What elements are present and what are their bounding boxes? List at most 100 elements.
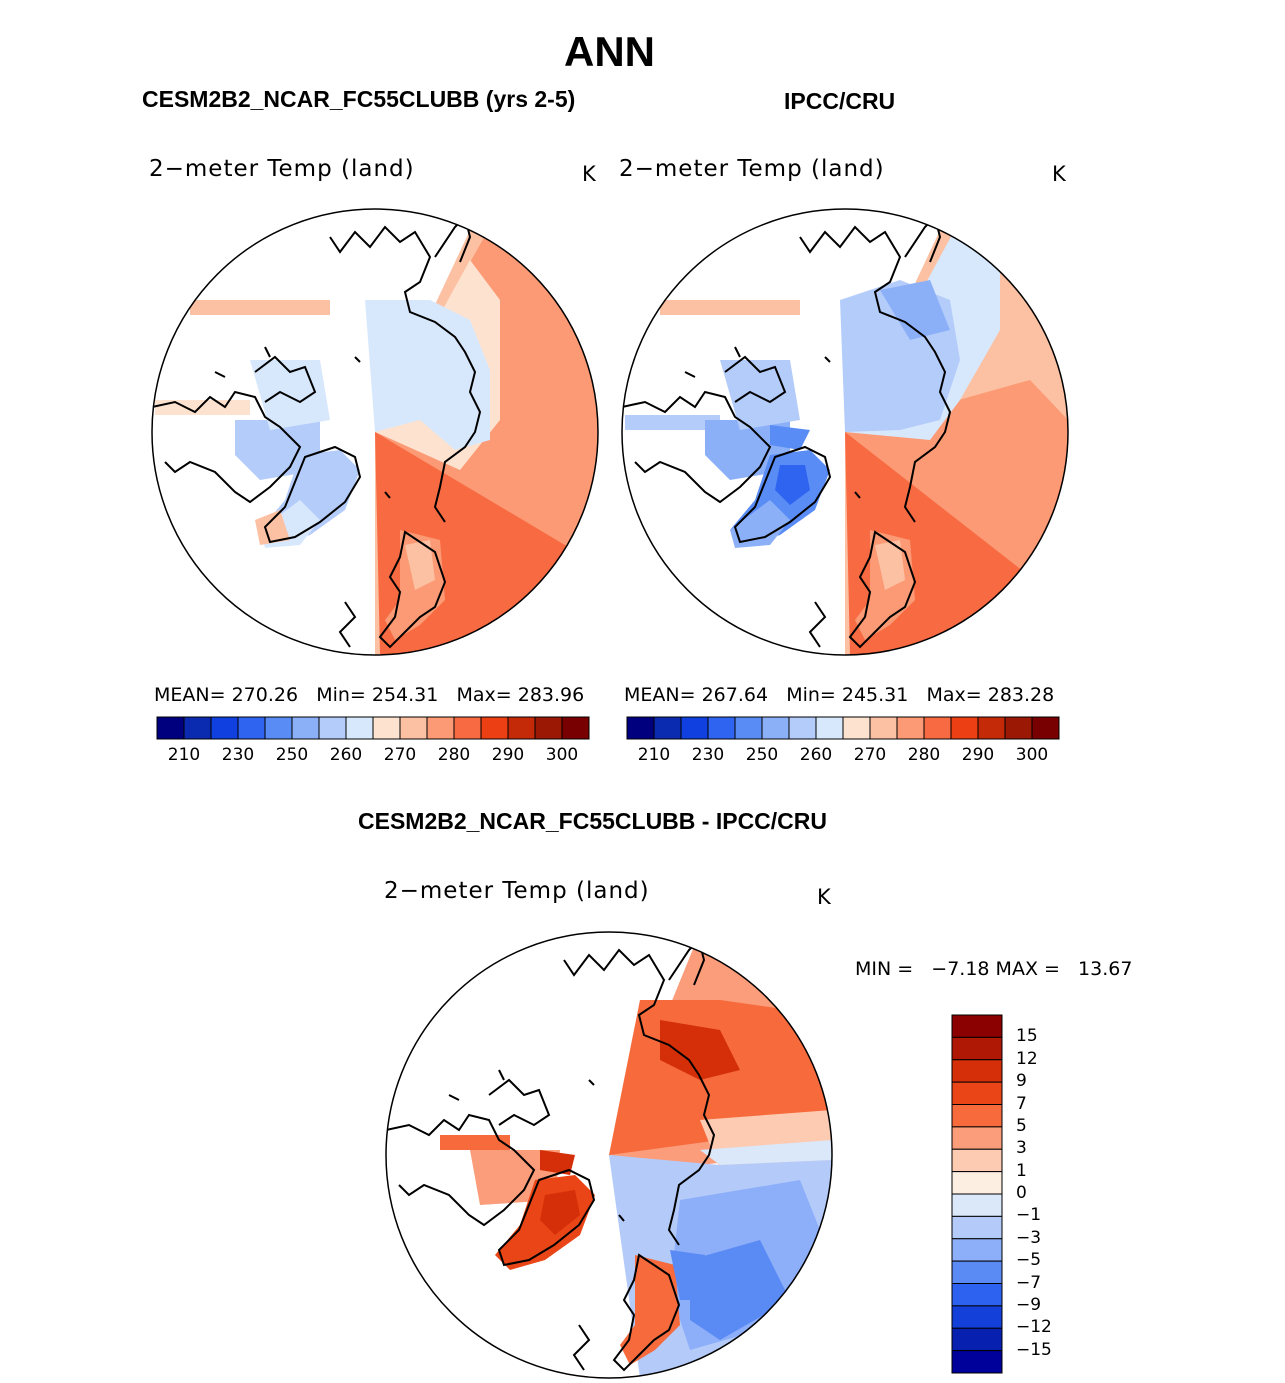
obs-label: IPCC/CRU	[784, 88, 896, 114]
panel3-colorbar-tick: −9	[1016, 1294, 1042, 1315]
panel2-colorbar-segment	[1031, 716, 1060, 740]
panel3-colorbar-tick: −1	[1016, 1205, 1042, 1226]
panel1-colorbar-segment	[372, 716, 401, 740]
panel2-colorbar-segment	[734, 716, 763, 740]
panel1-colorbar-tick: 210	[167, 745, 201, 765]
panel1-colorbar-segment	[237, 716, 266, 740]
panel2-colorbar-tick: 300	[1015, 745, 1049, 765]
panel2-colorbar	[626, 716, 1060, 740]
panel3-colorbar-tick: −12	[1016, 1317, 1052, 1338]
panel3-colorbar-segment	[951, 1215, 1003, 1240]
panel3-colorbar-segment	[951, 1171, 1003, 1195]
panel3-colorbar-segment	[951, 1283, 1003, 1307]
panel3-colorbar-tick: 1	[1016, 1160, 1027, 1181]
panel2-colorbar-segment	[653, 716, 682, 740]
panel2-unit: K	[1052, 162, 1066, 186]
panel2-colorbar-segment	[626, 716, 655, 740]
panel2-colorbar-segment	[707, 716, 736, 740]
panel1-colorbar-tick: 230	[221, 745, 255, 765]
panel1-colorbar-segment	[534, 716, 563, 740]
panel2-variable-title: 2−meter Temp (land)	[619, 156, 885, 182]
panel1-colorbar-segment	[426, 716, 455, 740]
panel1-max-label: Max=	[456, 684, 512, 706]
panel1-colorbar-segment	[183, 716, 212, 740]
panel3-colorbar-tick: −15	[1016, 1339, 1052, 1360]
panel3-colorbar-tick: 3	[1016, 1138, 1027, 1159]
panel2-colorbar-segment	[950, 716, 979, 740]
panel3-variable-title: 2−meter Temp (land)	[384, 878, 650, 904]
panel1-stats: MEAN= 270.26 Min= 254.31 Max= 283.96	[154, 684, 584, 706]
panel2-colorbar-tick: 230	[691, 745, 725, 765]
panel1-max-value: 283.96	[517, 684, 585, 706]
panel2-mean-value: 267.64	[701, 684, 769, 706]
panel3-colorbar-tick: 5	[1016, 1115, 1027, 1136]
panel3-colorbar-segment	[951, 1104, 1003, 1128]
panel3-colorbar-segment	[951, 1260, 1003, 1284]
panel3-colorbar-segment	[951, 1327, 1003, 1352]
panel1-colorbar-tick: 270	[383, 745, 417, 765]
season-title: ANN	[564, 28, 655, 75]
panel1-min-label: Min=	[316, 684, 366, 706]
panel2-colorbar-segment	[680, 716, 709, 740]
panel1-colorbar-segment	[318, 716, 347, 740]
panel1-colorbar-segment	[399, 716, 428, 740]
panel2-colorbar-segment	[869, 716, 898, 740]
panel1-colorbar-segment	[156, 716, 185, 740]
panel3-colorbar-tick: −7	[1016, 1272, 1042, 1293]
panel2-colorbar-segment	[896, 716, 925, 740]
panel2-colorbar-tick: 210	[637, 745, 671, 765]
panel1-colorbar-segment	[210, 716, 239, 740]
panel1-min-value: 254.31	[371, 684, 439, 706]
panel3-colorbar-tick: 12	[1016, 1048, 1038, 1069]
panel2-min-label: Min=	[786, 684, 836, 706]
panel3-colorbar-segment	[951, 1126, 1003, 1150]
panel2-map	[622, 209, 1068, 655]
panel3-colorbar-segment	[951, 1238, 1003, 1262]
panel3-colorbar-segment	[951, 1014, 1003, 1038]
panel3-colorbar-segment	[951, 1305, 1003, 1329]
panel2-max-label: Max=	[926, 684, 982, 706]
panel1-variable-title: 2−meter Temp (land)	[149, 156, 415, 182]
panel3-colorbar-segment	[951, 1036, 1003, 1061]
panel2-colorbar-tick: 250	[745, 745, 779, 765]
panel1-colorbar-tick: 260	[329, 745, 363, 765]
panel1-colorbar-segment	[345, 716, 374, 740]
panel2-colorbar-segment	[815, 716, 844, 740]
panel2-colorbar-segment	[788, 716, 817, 740]
panel1-mean-label: MEAN=	[154, 684, 226, 706]
panel2-colorbar-segment	[1004, 716, 1033, 740]
panel3-colorbar-tick: −5	[1016, 1250, 1042, 1271]
panel2-min-value: 245.31	[841, 684, 909, 706]
panel2-colorbar-segment	[977, 716, 1006, 740]
panel3-colorbar	[951, 1014, 1003, 1374]
panel3-colorbar-tick: 7	[1016, 1093, 1027, 1114]
panel1-colorbar-segment	[561, 716, 590, 740]
panel3-colorbar-tick: 9	[1016, 1071, 1027, 1092]
panel3-minmax: MIN = −7.18 MAX = 13.67	[855, 958, 1133, 980]
panel3-colorbar-segment	[951, 1193, 1003, 1217]
panel3-colorbar-tick: 0	[1016, 1183, 1027, 1203]
panel3-colorbar-segment	[951, 1148, 1003, 1173]
panel1-colorbar-tick: 250	[275, 745, 309, 765]
panel3-colorbar-segment	[951, 1059, 1003, 1083]
panel2-stats: MEAN= 267.64 Min= 245.31 Max= 283.28	[624, 684, 1054, 706]
panel1-colorbar-tick: 290	[491, 745, 525, 765]
panel2-colorbar-segment	[923, 716, 952, 740]
panel1-colorbar-segment	[507, 716, 536, 740]
model-label: CESM2B2_NCAR_FC55CLUBB (yrs 2-5)	[142, 86, 576, 112]
panel1-colorbar-segment	[291, 716, 320, 740]
panel1-colorbar-segment	[453, 716, 482, 740]
panel1-unit: K	[582, 162, 596, 186]
panel3-unit: K	[817, 885, 831, 909]
panel2-mean-label: MEAN=	[624, 684, 696, 706]
panel2-max-value: 283.28	[987, 684, 1055, 706]
panel2-colorbar-tick: 290	[961, 745, 995, 765]
panel3-colorbar-segment	[951, 1081, 1003, 1105]
panel2-colorbar-tick: 280	[907, 745, 941, 765]
panel1-mean-value: 270.26	[231, 684, 299, 706]
panel1-colorbar	[156, 716, 590, 740]
diff-label: CESM2B2_NCAR_FC55CLUBB - IPCC/CRU	[358, 808, 828, 834]
panel1-colorbar-segment	[264, 716, 293, 740]
panel1-colorbar-segment	[480, 716, 509, 740]
